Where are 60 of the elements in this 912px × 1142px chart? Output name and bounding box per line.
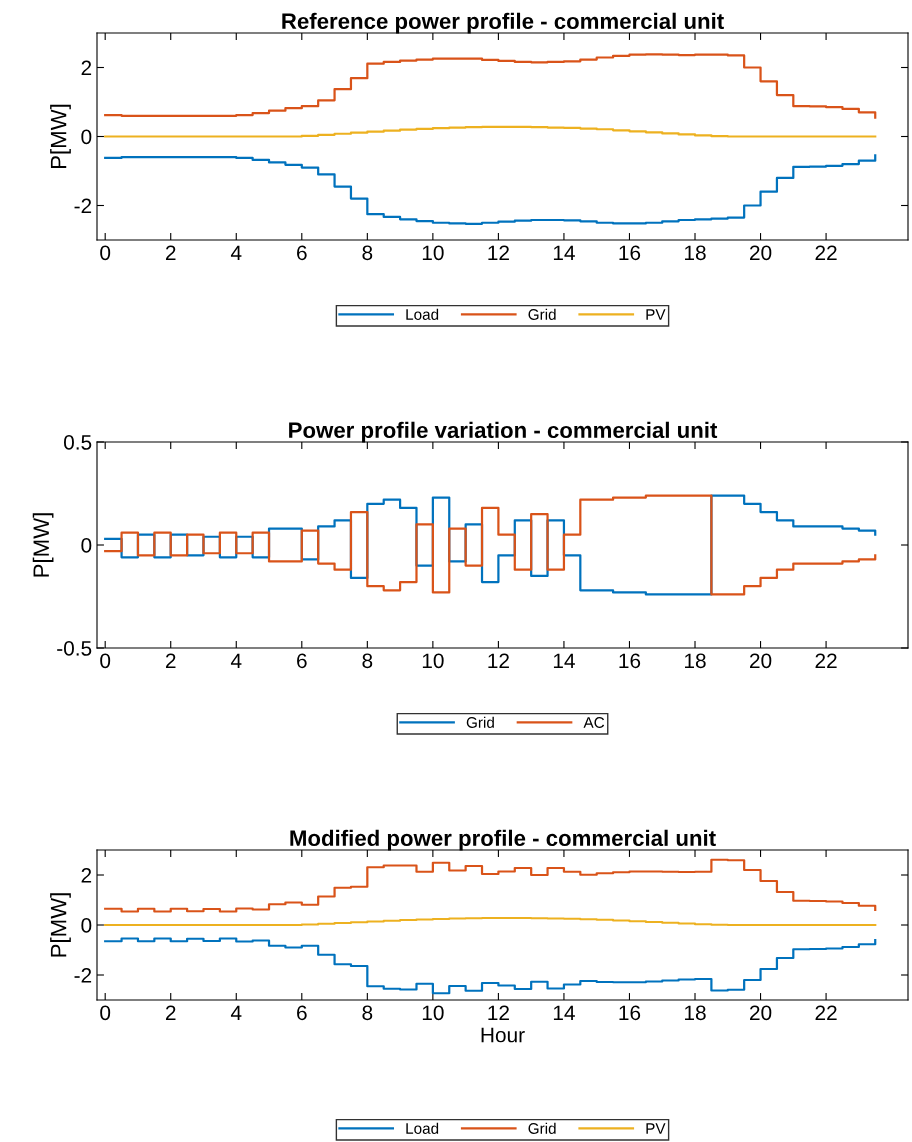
x-tick-label: 12 [488,245,509,260]
y-tick-label: -2 [74,198,92,214]
x-tick-label: 22 [815,653,837,668]
y-tick-label: 0 [81,918,92,933]
x-tick-label: 2 [165,1005,176,1020]
x-tick-label: 20 [750,245,772,261]
legend-label: Grid [528,308,556,320]
x-tick-label: 4 [230,245,242,260]
legend-label: Load [406,308,439,320]
x-tick-label: 20 [750,653,772,669]
legend-label: AC [583,717,605,728]
chart-title: Modified power profile - commercial unit [290,829,716,851]
x-tick-label: 8 [362,245,373,261]
y-axis-title: P[MW] [50,104,71,169]
x-tick-label: 0 [100,653,111,669]
legend-label: Load [406,1122,439,1134]
y-tick-label: -2 [74,968,92,983]
legend-label: PV [646,1123,666,1134]
y-tick-label: -0.5 [57,641,92,656]
x-tick-label: 10 [422,1005,444,1021]
x-tick-label: 16 [619,245,641,261]
x-tick-label: 6 [297,653,307,669]
x-tick-label: 18 [685,1005,706,1021]
x-tick-label: 2 [165,653,176,668]
x-tick-label: 22 [815,1005,837,1020]
y-tick-label: 2 [81,60,92,76]
x-tick-label: 18 [685,245,706,261]
x-tick-label: 6 [297,245,307,261]
x-tick-label: 16 [619,1005,641,1021]
x-tick-label: 6 [297,1005,307,1021]
x-tick-label: 8 [362,653,373,669]
x-tick-label: 18 [685,653,706,669]
x-tick-label: 14 [553,653,575,668]
y-tick-label: 2 [81,868,92,883]
legend-label: PV [646,309,666,320]
y-tick-label: 0 [81,538,92,553]
legend-label: Grid [528,1122,556,1134]
y-tick-label: 0.5 [63,435,92,450]
x-tick-label: 20 [750,1005,772,1021]
y-axis-title: P[MW] [50,893,71,957]
x-tick-label: 12 [488,653,509,668]
x-tick-label: 14 [553,1005,575,1020]
x-tick-label: 16 [619,653,641,669]
x-axis-title: Hour [481,1027,525,1043]
x-tick-label: 10 [422,245,444,261]
x-tick-label: 22 [815,245,837,260]
y-axis-title: P[MW] [32,513,54,577]
legend-label: Grid [466,716,494,728]
chart-title: Power profile variation - commercial unit [289,421,718,443]
x-tick-label: 14 [553,245,575,260]
y-tick-label: 0 [81,129,92,145]
x-tick-label: 4 [230,653,242,668]
x-tick-label: 8 [362,1005,373,1021]
x-tick-label: 4 [230,1005,242,1020]
x-tick-label: 0 [100,1005,111,1021]
x-tick-label: 10 [422,653,444,669]
chart-title: Reference power profile - commercial unit [282,12,724,34]
x-tick-label: 12 [488,1005,509,1020]
x-tick-label: 0 [100,245,111,261]
x-tick-label: 2 [165,245,176,260]
